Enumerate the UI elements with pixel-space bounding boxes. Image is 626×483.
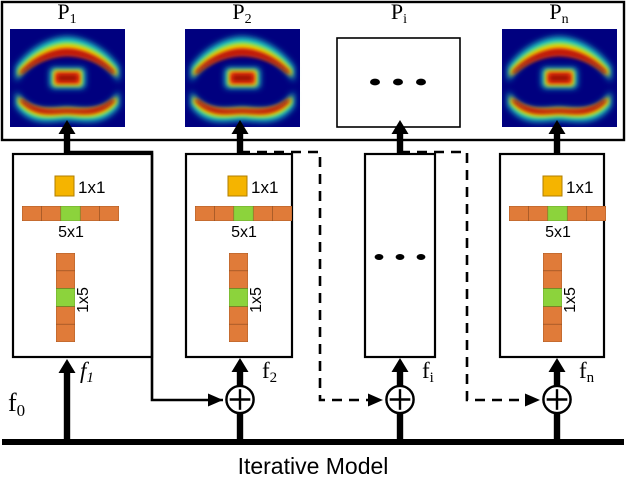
svg-text:fn: fn (579, 358, 595, 386)
svg-text:5x1: 5x1 (231, 224, 257, 241)
svg-text:1x5: 1x5 (562, 287, 579, 313)
svg-text:5x1: 5x1 (545, 224, 571, 241)
svg-text:1x5: 1x5 (248, 287, 265, 313)
svg-text:Iterative Model: Iterative Model (238, 453, 389, 479)
svg-text:1x1: 1x1 (566, 178, 593, 197)
svg-text:1x1: 1x1 (78, 178, 105, 197)
svg-text:1x1: 1x1 (251, 178, 278, 197)
svg-text:1x5: 1x5 (75, 287, 92, 313)
svg-text:5x1: 5x1 (58, 224, 84, 241)
svg-text:f2: f2 (262, 358, 277, 386)
svg-text:f1: f1 (80, 358, 94, 386)
svg-text:f0: f0 (8, 388, 25, 420)
svg-text:fi: fi (422, 358, 434, 386)
